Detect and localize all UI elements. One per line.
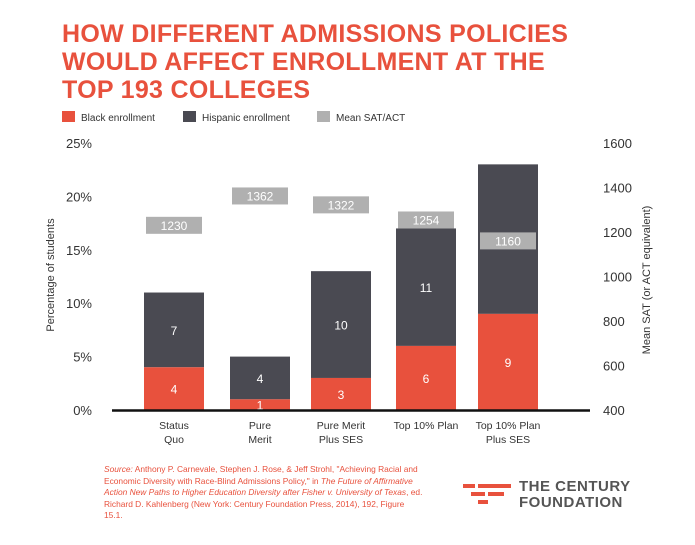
legend-label-hispanic: Hispanic enrollment bbox=[202, 113, 290, 124]
black-value-label: 6 bbox=[423, 372, 430, 386]
bar-segment-hispanic bbox=[311, 271, 371, 378]
legend-swatch-black bbox=[62, 111, 75, 122]
source-text-1: Anthony P. Carnevale, Stephen J. Rose, &… bbox=[104, 464, 418, 486]
black-value-label: 1 bbox=[257, 399, 264, 413]
x-axis-labels: Status Quo Pure Merit Pure Merit Plus SES Top … bbox=[159, 420, 540, 446]
sat-value-label: 1254 bbox=[413, 213, 440, 227]
category-label: Status bbox=[159, 420, 189, 432]
sat-value-label: 1230 bbox=[161, 219, 188, 233]
left-axis-ticks: 0% 5% 10% 15% 20% 25% bbox=[66, 136, 92, 418]
left-tick-label: 20% bbox=[66, 189, 92, 204]
sat-markers-group: 1230 1362 1322 1254 1160 bbox=[146, 187, 536, 250]
right-axis-title: Mean SAT (or ACT equivalent) bbox=[641, 206, 653, 355]
sat-value-label: 1160 bbox=[495, 234, 521, 248]
hispanic-value-label: 11 bbox=[420, 281, 433, 295]
category-label: Pure bbox=[249, 420, 271, 432]
sat-marker bbox=[480, 232, 536, 250]
legend-label-sat: Mean SAT/ACT bbox=[336, 113, 405, 124]
right-tick-label: 400 bbox=[603, 403, 625, 418]
left-tick-label: 25% bbox=[66, 136, 92, 151]
century-foundation-logo-icon bbox=[463, 484, 511, 504]
chart-title: HOW DIFFERENT ADMISSIONS POLICIES WOULD … bbox=[62, 20, 622, 104]
left-tick-label: 10% bbox=[66, 296, 92, 311]
left-tick-label: 0% bbox=[73, 403, 92, 418]
sat-marker bbox=[398, 211, 454, 229]
right-axis-ticks: 400 600 800 1000 1200 1400 1600 bbox=[603, 136, 632, 418]
category-label: Pure Merit bbox=[317, 420, 366, 432]
category-label: Top 10% Plan bbox=[394, 420, 459, 432]
brand-logo: THE CENTURY FOUNDATION bbox=[463, 479, 663, 519]
legend-swatch-sat bbox=[317, 111, 330, 122]
right-tick-label: 600 bbox=[603, 359, 625, 374]
brand-name: THE CENTURY FOUNDATION bbox=[519, 479, 631, 511]
left-tick-label: 15% bbox=[66, 243, 92, 258]
left-axis-title: Percentage of students bbox=[45, 218, 57, 332]
right-tick-label: 1600 bbox=[603, 136, 632, 151]
right-tick-label: 1200 bbox=[603, 225, 632, 240]
legend-swatch-hispanic bbox=[183, 111, 196, 122]
right-tick-label: 1400 bbox=[603, 181, 632, 196]
hispanic-value-label: 7 bbox=[171, 324, 178, 338]
bar-segment-hispanic bbox=[144, 292, 204, 368]
bar-segment-hispanic bbox=[396, 228, 456, 346]
category-label: Merit bbox=[248, 434, 271, 446]
source-note: Source: Anthony P. Carnevale, Stephen J.… bbox=[104, 464, 424, 522]
sat-value-label: 1322 bbox=[328, 198, 355, 212]
sat-marker bbox=[146, 216, 202, 234]
category-label: Plus SES bbox=[486, 434, 530, 446]
right-tick-label: 800 bbox=[603, 314, 625, 329]
category-label: Quo bbox=[164, 434, 184, 446]
category-label: Plus SES bbox=[319, 434, 363, 446]
bar-segment-black bbox=[396, 345, 456, 410]
black-value-label: 3 bbox=[338, 388, 345, 402]
source-label: Source: bbox=[104, 464, 133, 474]
sat-marker bbox=[313, 196, 369, 214]
bar-segment-black bbox=[478, 313, 538, 410]
left-tick-label: 5% bbox=[73, 350, 92, 365]
hispanic-value-label: 10 bbox=[334, 319, 348, 333]
bar-segment-black bbox=[144, 367, 204, 410]
chart-legend: Black enrollment Hispanic enrollment Mea… bbox=[62, 111, 405, 124]
bar-segment-hispanic bbox=[230, 356, 290, 400]
title-line-2: WOULD AFFECT ENROLLMENT AT THE bbox=[62, 48, 546, 76]
brand-name-line-1: THE CENTURY bbox=[519, 478, 631, 495]
source-text-2: , ed. Richard D. Kahlenberg (New York: C… bbox=[104, 487, 423, 521]
title-line-3: TOP 193 COLLEGES bbox=[62, 76, 311, 104]
brand-name-line-2: FOUNDATION bbox=[519, 494, 623, 511]
hispanic-value-label: 4 bbox=[257, 372, 264, 386]
legend-label-black: Black enrollment bbox=[81, 113, 155, 124]
bar-segment-black bbox=[311, 377, 371, 410]
black-value-label: 4 bbox=[171, 383, 178, 397]
category-label: Top 10% Plan bbox=[476, 420, 541, 432]
bar-segment-black bbox=[230, 399, 290, 410]
sat-value-label: 1362 bbox=[247, 189, 274, 203]
source-book-title: The Future of Affirmative Action New Pat… bbox=[104, 475, 413, 498]
sat-marker bbox=[232, 187, 288, 205]
right-tick-label: 1000 bbox=[603, 270, 632, 285]
black-value-label: 9 bbox=[505, 356, 512, 370]
title-line-1: HOW DIFFERENT ADMISSIONS POLICIES bbox=[62, 20, 569, 48]
